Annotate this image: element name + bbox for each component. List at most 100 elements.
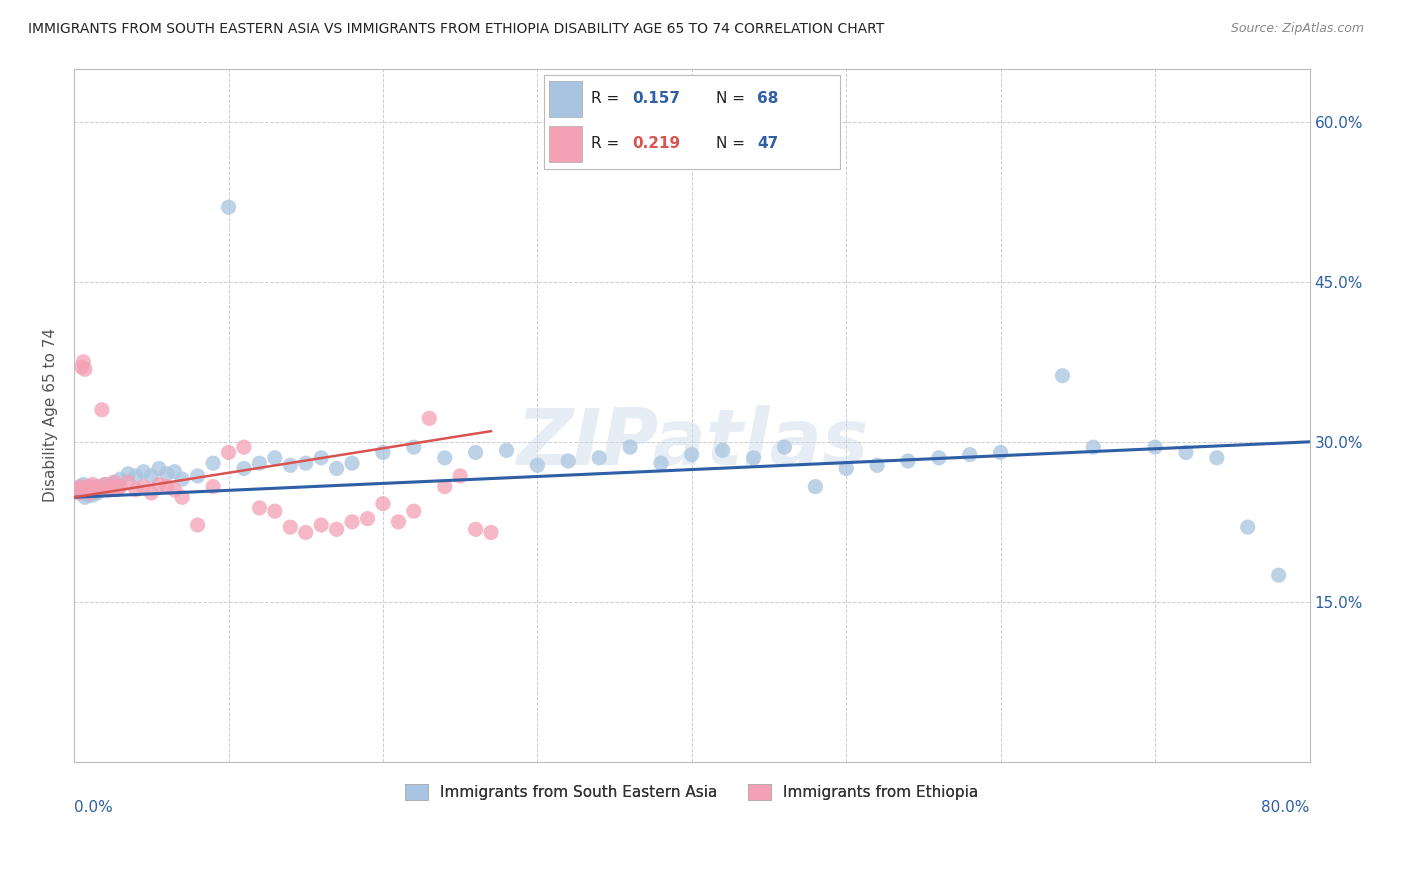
Point	[141, 469, 163, 483]
Point	[187, 469, 209, 483]
Text: ZIPatlas: ZIPatlas	[516, 405, 868, 481]
Point	[247, 456, 270, 470]
Point	[72, 477, 94, 491]
Point	[804, 480, 827, 494]
Point	[163, 483, 186, 497]
Point	[588, 450, 610, 465]
Point	[371, 445, 394, 459]
Point	[69, 480, 91, 494]
Point	[773, 440, 796, 454]
Point	[340, 456, 363, 470]
Point	[73, 362, 96, 376]
Point	[132, 465, 155, 479]
Point	[94, 477, 117, 491]
Point	[1083, 440, 1105, 454]
Point	[202, 456, 225, 470]
Point	[117, 467, 139, 481]
Point	[97, 483, 120, 497]
Point	[70, 360, 93, 375]
Text: 80.0%: 80.0%	[1261, 800, 1309, 815]
Point	[928, 450, 950, 465]
Point	[1236, 520, 1258, 534]
Point	[87, 480, 110, 494]
Point	[835, 461, 858, 475]
Text: IMMIGRANTS FROM SOUTH EASTERN ASIA VS IMMIGRANTS FROM ETHIOPIA DISABILITY AGE 65: IMMIGRANTS FROM SOUTH EASTERN ASIA VS IM…	[28, 22, 884, 37]
Point	[309, 518, 332, 533]
Point	[1175, 445, 1198, 459]
Point	[82, 477, 104, 491]
Point	[1205, 450, 1227, 465]
Point	[132, 480, 155, 494]
Point	[163, 465, 186, 479]
Point	[94, 477, 117, 491]
Point	[866, 458, 889, 473]
Point	[1144, 440, 1167, 454]
Point	[148, 477, 170, 491]
Point	[67, 486, 90, 500]
Point	[72, 355, 94, 369]
Text: Source: ZipAtlas.com: Source: ZipAtlas.com	[1230, 22, 1364, 36]
Point	[464, 522, 486, 536]
Point	[69, 480, 91, 494]
Point	[557, 454, 579, 468]
Point	[356, 511, 378, 525]
Point	[897, 454, 920, 468]
Point	[79, 486, 101, 500]
Point	[233, 461, 256, 475]
Point	[990, 445, 1012, 459]
Point	[67, 483, 90, 497]
Point	[103, 475, 125, 490]
Point	[294, 456, 316, 470]
Legend: Immigrants from South Eastern Asia, Immigrants from Ethiopia: Immigrants from South Eastern Asia, Immi…	[399, 778, 984, 806]
Point	[464, 445, 486, 459]
Point	[87, 480, 110, 494]
Point	[479, 525, 502, 540]
Point	[402, 504, 425, 518]
Point	[1267, 568, 1289, 582]
Point	[325, 461, 347, 475]
Point	[100, 477, 122, 491]
Point	[526, 458, 548, 473]
Point	[105, 483, 128, 497]
Point	[218, 445, 240, 459]
Point	[233, 440, 256, 454]
Point	[495, 443, 517, 458]
Point	[263, 504, 285, 518]
Point	[125, 483, 148, 497]
Point	[84, 483, 107, 497]
Point	[117, 475, 139, 490]
Point	[711, 443, 734, 458]
Point	[449, 469, 471, 483]
Y-axis label: Disability Age 65 to 74: Disability Age 65 to 74	[44, 328, 58, 502]
Point	[156, 480, 179, 494]
Point	[172, 472, 194, 486]
Point	[77, 488, 100, 502]
Point	[294, 525, 316, 540]
Point	[959, 448, 981, 462]
Point	[90, 482, 112, 496]
Point	[100, 480, 122, 494]
Point	[82, 488, 104, 502]
Point	[681, 448, 703, 462]
Point	[97, 483, 120, 497]
Point	[86, 486, 108, 500]
Point	[105, 480, 128, 494]
Point	[90, 402, 112, 417]
Point	[156, 467, 179, 481]
Point	[80, 485, 103, 500]
Point	[247, 500, 270, 515]
Point	[418, 411, 440, 425]
Point	[309, 450, 332, 465]
Point	[1052, 368, 1074, 383]
Point	[75, 483, 97, 497]
Point	[172, 490, 194, 504]
Point	[110, 472, 132, 486]
Point	[83, 480, 105, 494]
Point	[650, 456, 672, 470]
Point	[263, 450, 285, 465]
Point	[70, 486, 93, 500]
Point	[433, 480, 456, 494]
Point	[387, 515, 409, 529]
Point	[84, 483, 107, 497]
Point	[77, 480, 100, 494]
